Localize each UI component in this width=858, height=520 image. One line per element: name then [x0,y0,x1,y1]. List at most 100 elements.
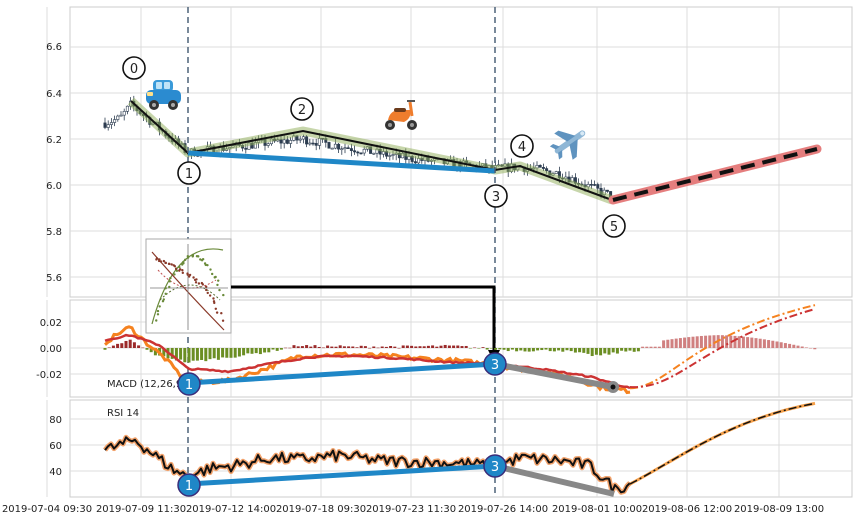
thumb-dot [200,259,204,262]
thumb-dot [216,283,219,287]
thumb-dot [214,307,218,310]
macd-bar [657,346,661,348]
macd-bar [309,346,313,348]
macd-bar [741,336,745,348]
macd-ytick-0.02: 0.02 [40,318,62,329]
macd-bar [544,348,548,350]
rsi-ytick-80: 80 [49,415,62,426]
candle-body [301,136,305,140]
candle-body [113,119,117,123]
macd-bar [414,346,418,348]
macd-bar [519,348,523,351]
macd-bar [296,346,300,348]
macd-bar [775,341,779,348]
macd-bar [195,348,199,361]
thumb-dot [167,262,171,266]
macd-bar [128,339,132,348]
macd-grey-line [494,361,614,390]
macd-forecast-line [629,304,816,390]
macd-bar [578,348,582,353]
connector-arrow [231,285,496,352]
macd-bar [225,348,229,358]
macd-bar [582,348,586,353]
macd-bar [704,335,708,348]
thumb-dot [187,275,191,278]
svg-text:0: 0 [130,62,138,77]
thumb-dot [206,263,209,267]
macd-bar [708,335,712,348]
thumb-dot [170,263,173,266]
macd-bar [510,348,514,350]
macd-bar [691,336,695,348]
macd-bar [431,345,435,348]
macd-bar [699,335,703,348]
macd-bar [485,348,489,350]
thumb-dot [168,285,171,289]
thumb-dot [193,278,197,282]
macd-bar [607,348,611,355]
candle-body [317,137,321,146]
thumb-dot [218,288,221,292]
macd-bar [712,335,716,348]
macd-bar [540,348,544,351]
macd-bar [174,348,178,361]
macd-bar [771,340,775,348]
macd-bar [796,345,800,348]
thumb-dot [178,265,181,269]
macd-bar [242,348,246,356]
svg-text:1: 1 [185,479,193,494]
thumb-dot [168,280,172,283]
macd-ytick--0.02: -0.02 [36,370,62,381]
candle-body [349,148,353,151]
thumb-dot [162,259,166,263]
candle-body [337,143,341,150]
thumb-dot [206,291,209,295]
macd-bar [615,348,619,354]
candle-body [353,150,357,153]
macd-bar [670,339,674,348]
macd-bar [758,338,762,348]
candle-body [333,143,337,149]
candle-body [266,143,270,146]
macd-bar [124,340,128,348]
rsi-divergence-line [187,463,496,487]
macd-end-dot-inner [610,384,616,390]
macd-bar [813,348,817,350]
macd-bar [678,338,682,348]
candle-body [109,122,113,125]
candle-body [279,139,283,144]
macd-bar [624,348,628,352]
macd-bar [317,346,321,348]
macd-bar [216,348,220,360]
candle-body [346,147,350,149]
macd-bar [120,343,124,348]
thumb-dot [164,261,167,265]
candle-body [314,143,318,146]
macd-bar [351,346,355,348]
price-trendline [187,150,496,174]
macd-bar [561,348,565,352]
macd-bar [489,348,493,349]
svg-text:3: 3 [491,460,499,475]
macd-bar [212,348,216,359]
wave-label-1: 1 [177,161,201,185]
macd-bar [233,348,237,358]
candle-body [282,139,286,144]
rsi-ytick-60: 60 [49,441,62,452]
macd-bar [565,348,569,351]
candle-body [343,147,347,150]
airplane-icon [549,130,586,160]
thumb-dot [159,260,163,263]
macd-bar [229,348,233,358]
macd-bar [397,347,401,349]
macd-bar [502,348,506,350]
macd-ytick-0.00: 0.00 [40,344,62,355]
macd-bar [552,348,556,352]
macd-bar [334,346,338,348]
candle-body [106,124,110,128]
thumb-dot [215,311,219,314]
svg-text:5: 5 [610,220,618,235]
macd-bar [804,347,808,348]
macd-bar [456,345,460,348]
macd-bar [279,348,283,350]
